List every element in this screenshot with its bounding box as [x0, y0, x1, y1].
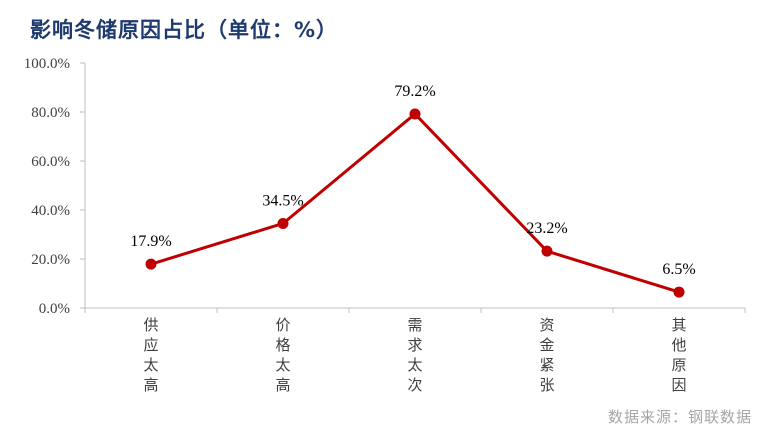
data-labels: 17.9% 34.5% 79.2% 23.2% 6.5% [130, 83, 695, 278]
data-point [673, 286, 685, 298]
x-category-label: 其他原因 [671, 316, 686, 394]
data-point [145, 258, 157, 270]
x-axis: 供应太高 价格太高 需求太次 资金紧张 其他原因 [84, 307, 746, 394]
data-label: 17.9% [130, 233, 171, 250]
data-label: 79.2% [394, 83, 435, 100]
y-axis: 0.0% 20.0% 40.0% 60.0% 80.0% 100.0% [24, 56, 86, 317]
y-tick-label: 80.0% [31, 105, 70, 121]
x-category-label: 价格太高 [275, 316, 290, 394]
data-label: 34.5% [262, 192, 303, 209]
data-point [409, 108, 421, 120]
data-point [277, 217, 289, 229]
x-category-label: 供应太高 [143, 316, 158, 394]
x-category-label: 资金紧张 [539, 316, 554, 394]
data-point [541, 245, 553, 257]
data-label: 23.2% [526, 220, 567, 237]
y-tick-label: 20.0% [31, 252, 70, 268]
y-tick-label: 100.0% [24, 56, 70, 72]
data-label: 6.5% [662, 261, 695, 278]
series-polyline [150, 112, 680, 294]
source-note: 数据来源：钢联数据 [607, 408, 752, 426]
x-category-label: 需求太次 [407, 316, 422, 394]
y-tick-label: 0.0% [39, 301, 70, 317]
series-line [145, 108, 685, 298]
chart-title: 影响冬储原因占比（单位：%） [30, 18, 339, 42]
y-tick-label: 40.0% [31, 203, 70, 219]
y-tick-label: 60.0% [31, 154, 70, 170]
